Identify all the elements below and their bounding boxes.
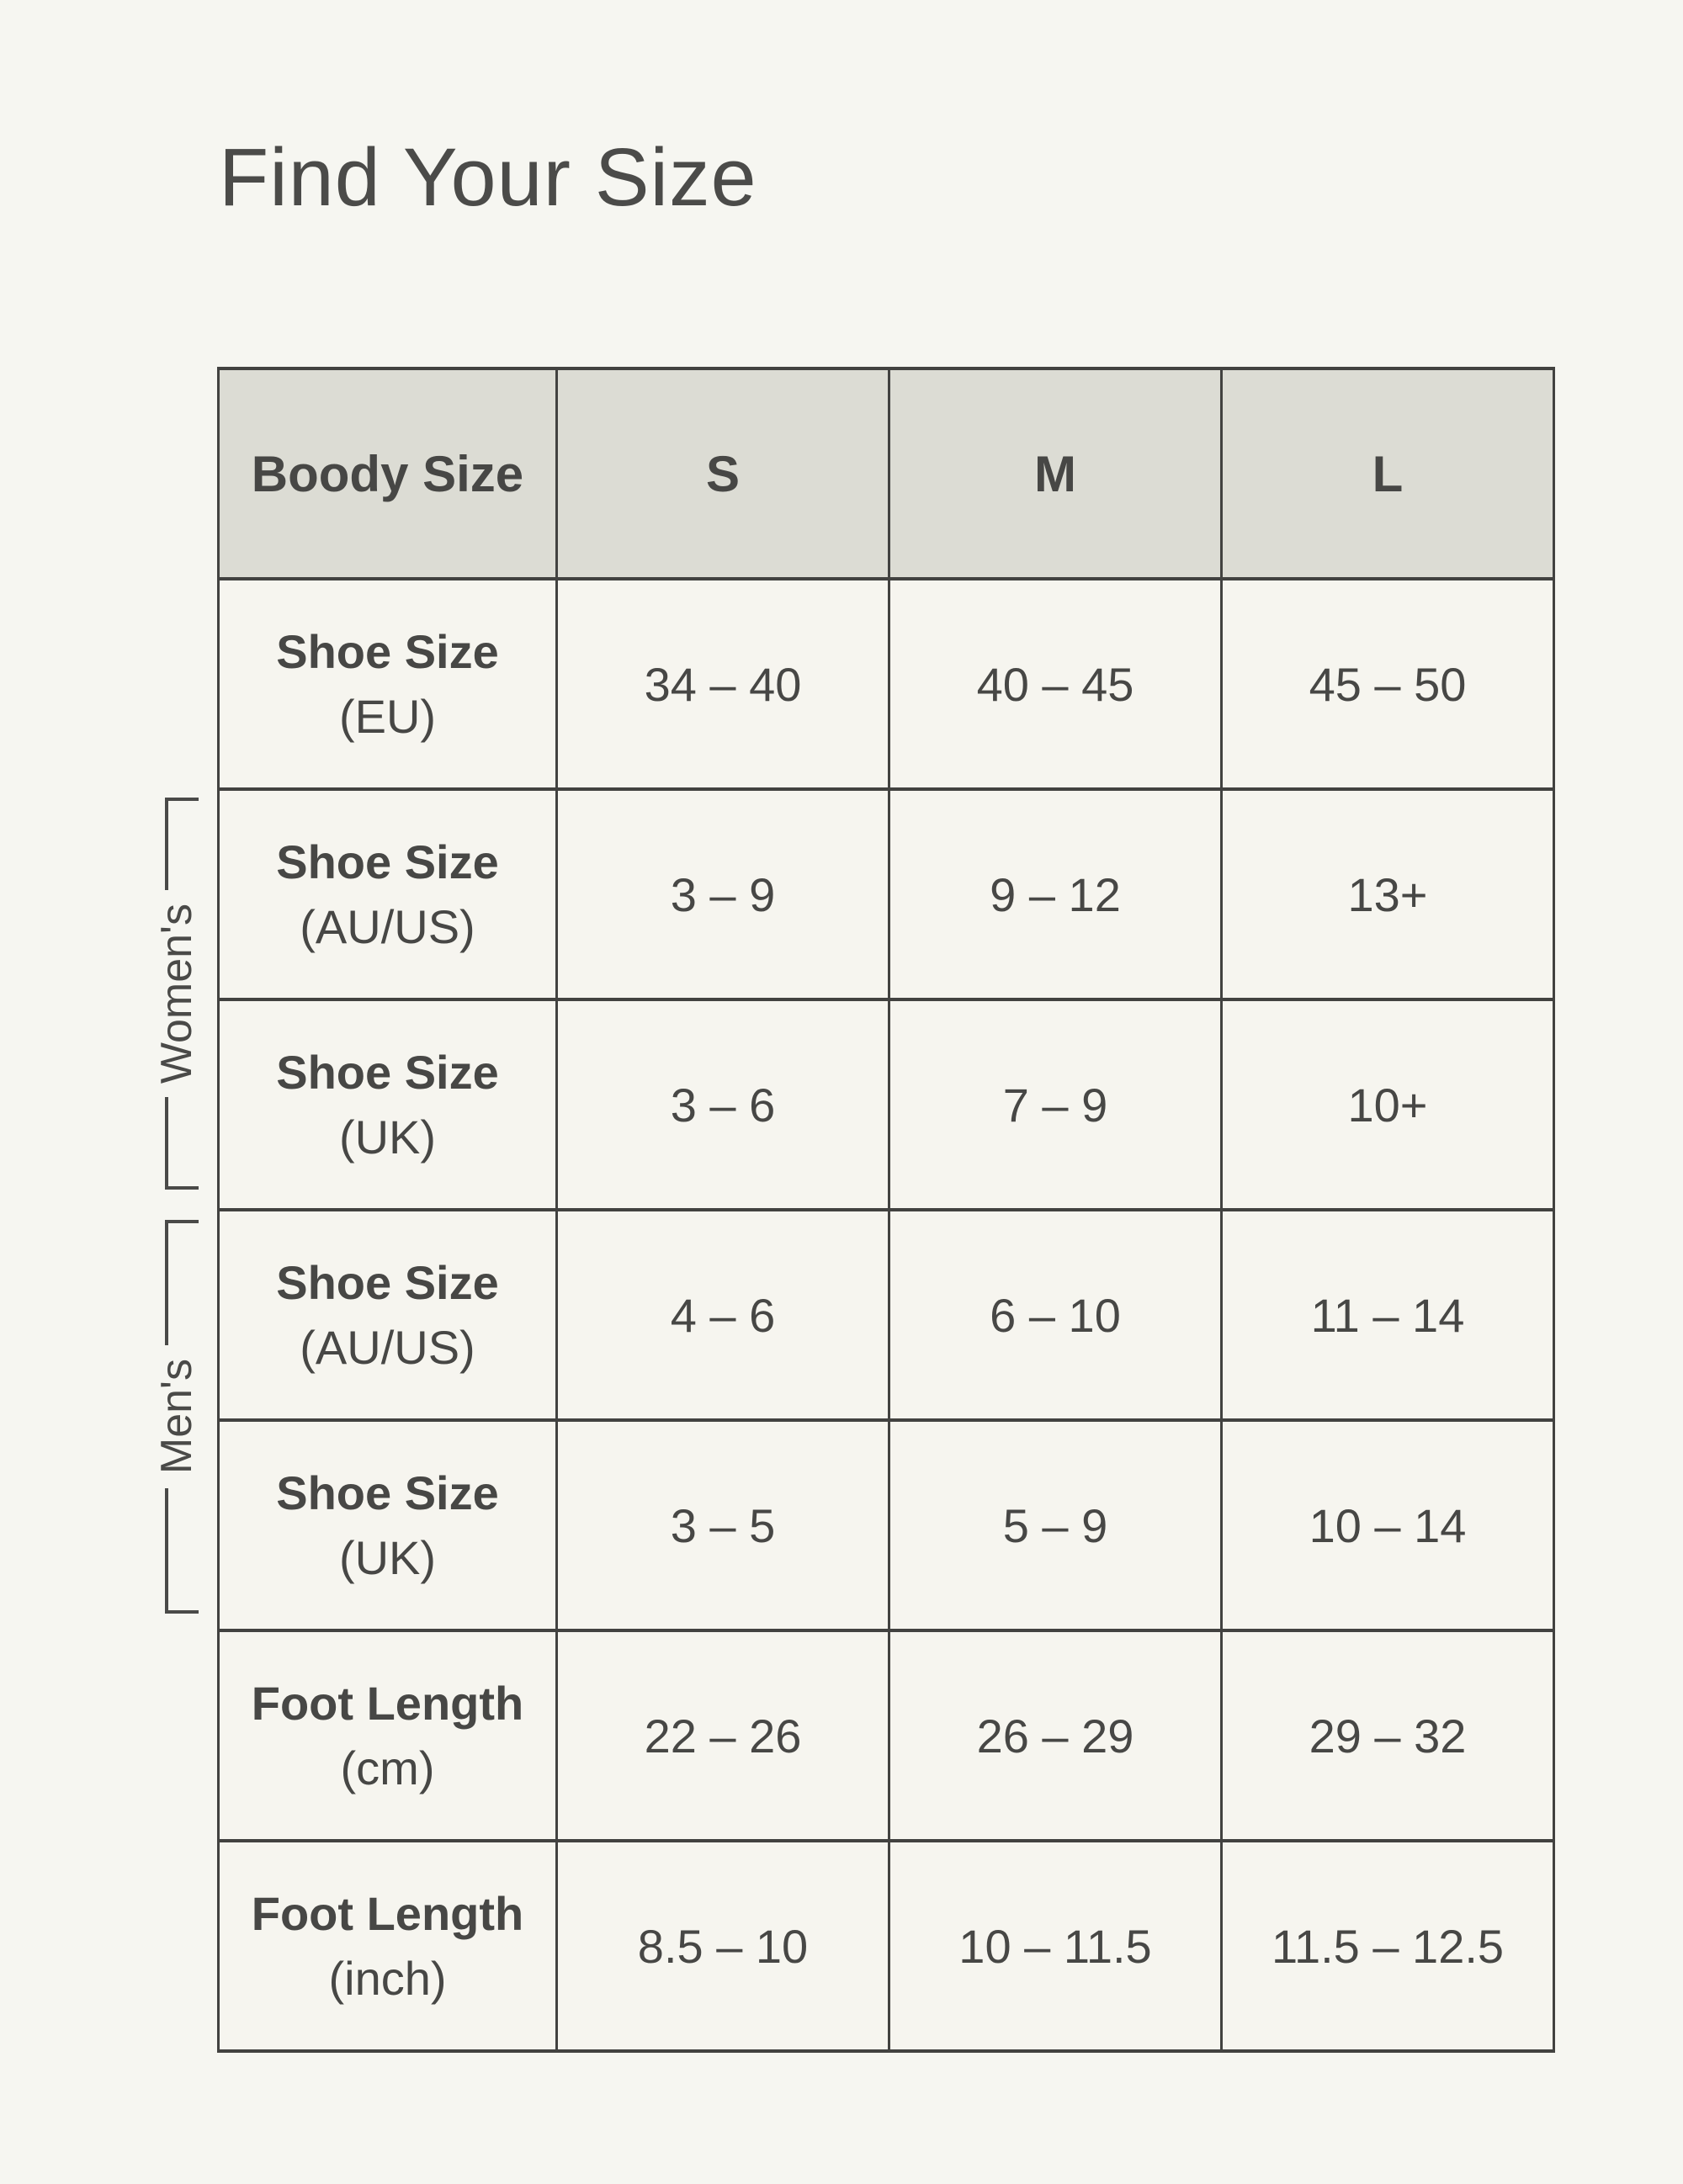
row-label: Foot Length (cm) <box>217 1629 558 1842</box>
table-row-foot-length-cm: Foot Length (cm) 22 – 26 26 – 29 29 – 32 <box>217 1629 1555 1842</box>
bracket-line <box>165 1487 199 1614</box>
size-chart: Boody Size S M L Shoe Size (EU) 34 – 40 … <box>217 367 1555 2053</box>
value-cell-m: 9 – 12 <box>888 787 1223 1001</box>
row-label-main: Shoe Size <box>276 1255 499 1309</box>
value-cell-l: 45 – 50 <box>1220 577 1555 791</box>
value-cell-l: 11.5 – 12.5 <box>1220 1839 1555 2053</box>
table-row-foot-length-inch: Foot Length (inch) 8.5 – 10 10 – 11.5 11… <box>217 1839 1555 2053</box>
value-cell-m: 40 – 45 <box>888 577 1223 791</box>
row-label-main: Shoe Size <box>276 835 499 888</box>
row-label-main: Shoe Size <box>276 1466 499 1519</box>
header-cell-size-s: S <box>555 367 890 580</box>
row-label-main: Shoe Size <box>276 1045 499 1099</box>
table-row-womens-shoe-size-uk: Shoe Size (UK) 3 – 6 7 – 9 10+ <box>217 998 1555 1211</box>
value-cell-l: 10+ <box>1220 998 1555 1211</box>
value-cell-m: 10 – 11.5 <box>888 1839 1223 2053</box>
row-label-sub: (AU/US) <box>300 900 475 953</box>
row-label: Shoe Size (AU/US) <box>217 1208 558 1422</box>
row-label: Shoe Size (AU/US) <box>217 787 558 1001</box>
row-label-sub: (EU) <box>338 690 437 743</box>
mens-group-bracket: Men's <box>152 1220 201 1614</box>
bracket-line <box>165 798 199 890</box>
header-cell-boody-size: Boody Size <box>217 367 558 580</box>
value-cell-s: 3 – 9 <box>555 787 890 1001</box>
page-title: Find Your Size <box>219 131 757 223</box>
womens-group-label: Women's <box>152 903 201 1084</box>
row-label-sub: (AU/US) <box>300 1321 475 1374</box>
value-cell-s: 3 – 5 <box>555 1418 890 1632</box>
value-cell-m: 7 – 9 <box>888 998 1223 1211</box>
row-label-main: Foot Length <box>251 1886 524 1940</box>
value-cell-l: 11 – 14 <box>1220 1208 1555 1422</box>
row-label: Shoe Size (UK) <box>217 998 558 1211</box>
value-cell-s: 34 – 40 <box>555 577 890 791</box>
value-cell-m: 5 – 9 <box>888 1418 1223 1632</box>
table-row-mens-shoe-size-uk: Shoe Size (UK) 3 – 5 5 – 9 10 – 14 <box>217 1418 1555 1632</box>
value-cell-m: 6 – 10 <box>888 1208 1223 1422</box>
value-cell-s: 8.5 – 10 <box>555 1839 890 2053</box>
womens-group-bracket: Women's <box>152 798 201 1190</box>
row-label-sub: (UK) <box>338 1111 437 1164</box>
value-cell-l: 10 – 14 <box>1220 1418 1555 1632</box>
table-row-mens-shoe-size-au-us: Shoe Size (AU/US) 4 – 6 6 – 10 11 – 14 <box>217 1208 1555 1422</box>
value-cell-s: 3 – 6 <box>555 998 890 1211</box>
header-cell-size-l: L <box>1220 367 1555 580</box>
value-cell-m: 26 – 29 <box>888 1629 1223 1842</box>
value-cell-s: 4 – 6 <box>555 1208 890 1422</box>
value-cell-l: 29 – 32 <box>1220 1629 1555 1842</box>
mens-group-label: Men's <box>152 1359 201 1475</box>
size-table: Boody Size S M L Shoe Size (EU) 34 – 40 … <box>217 367 1555 2053</box>
bracket-line <box>165 1220 199 1346</box>
row-label: Foot Length (inch) <box>217 1839 558 2053</box>
row-label: Shoe Size (EU) <box>217 577 558 791</box>
row-label: Shoe Size (UK) <box>217 1418 558 1632</box>
row-label-sub: (inch) <box>328 1952 447 2005</box>
header-cell-size-m: M <box>888 367 1223 580</box>
row-label-main: Foot Length <box>251 1676 524 1730</box>
row-label-main: Shoe Size <box>276 624 499 678</box>
value-cell-s: 22 – 26 <box>555 1629 890 1842</box>
bracket-line <box>165 1097 199 1190</box>
value-cell-l: 13+ <box>1220 787 1555 1001</box>
table-row-shoe-size-eu: Shoe Size (EU) 34 – 40 40 – 45 45 – 50 <box>217 577 1555 791</box>
row-label-sub: (cm) <box>340 1741 435 1794</box>
header-row: Boody Size S M L <box>217 367 1555 580</box>
table-row-womens-shoe-size-au-us: Shoe Size (AU/US) 3 – 9 9 – 12 13+ <box>217 787 1555 1001</box>
row-label-sub: (UK) <box>338 1531 437 1584</box>
